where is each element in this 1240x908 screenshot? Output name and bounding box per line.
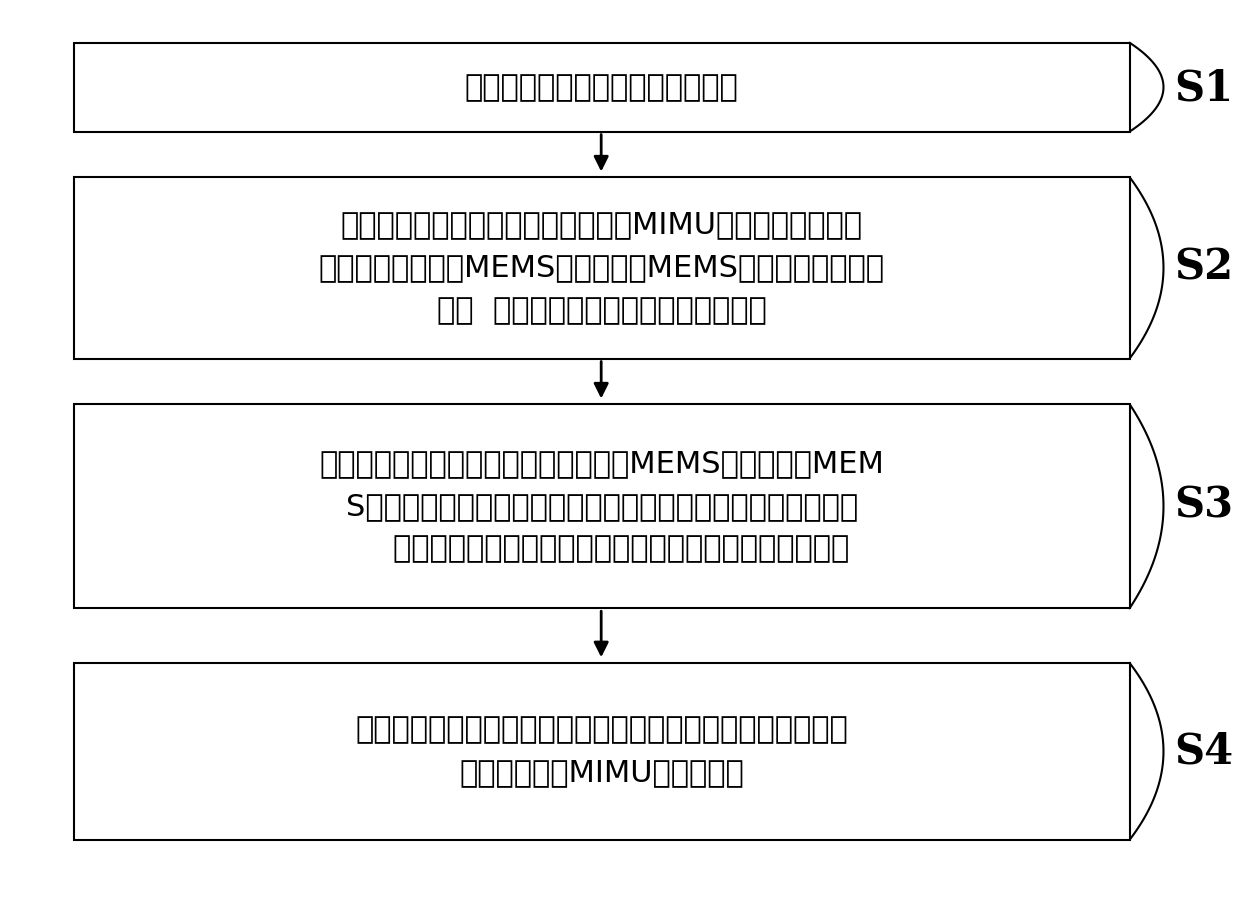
Text: S1: S1 xyxy=(1174,68,1233,110)
Text: 设计全温实验，采集全温输出数据: 设计全温实验，采集全温输出数据 xyxy=(465,73,739,102)
Text: S4: S4 xyxy=(1174,731,1233,773)
Text: 设计自适应神经模糊推理系统；分别将MEMS加速度计和MEM
S陀螺的温度误差作为训练样本输入自适应神经模糊推理系统；
    利用自适应神经网络训练出模糊参数，: 设计自适应神经模糊推理系统；分别将MEMS加速度计和MEM S陀螺的温度误差作为… xyxy=(320,449,884,564)
Bar xyxy=(74,177,1130,359)
Bar xyxy=(74,663,1130,840)
Bar xyxy=(74,404,1130,608)
Bar xyxy=(74,43,1130,132)
Text: 根据所述全温实验的输出数据，分析MIMU的温度输出特性，
选取温度变量建立MEMS加速度计和MEMS陀螺的温度误差模
型；  所述温度变量为温度和温度变化率: 根据所述全温实验的输出数据，分析MIMU的温度输出特性， 选取温度变量建立MEM… xyxy=(319,211,885,325)
Text: S3: S3 xyxy=(1174,485,1233,527)
Text: S2: S2 xyxy=(1174,247,1233,289)
Text: 根据所述最优网络模型，计算温度误差的预测输出，应用网络
预测结果补偿MIMU的全温输出: 根据所述最优网络模型，计算温度误差的预测输出，应用网络 预测结果补偿MIMU的全… xyxy=(356,716,848,787)
